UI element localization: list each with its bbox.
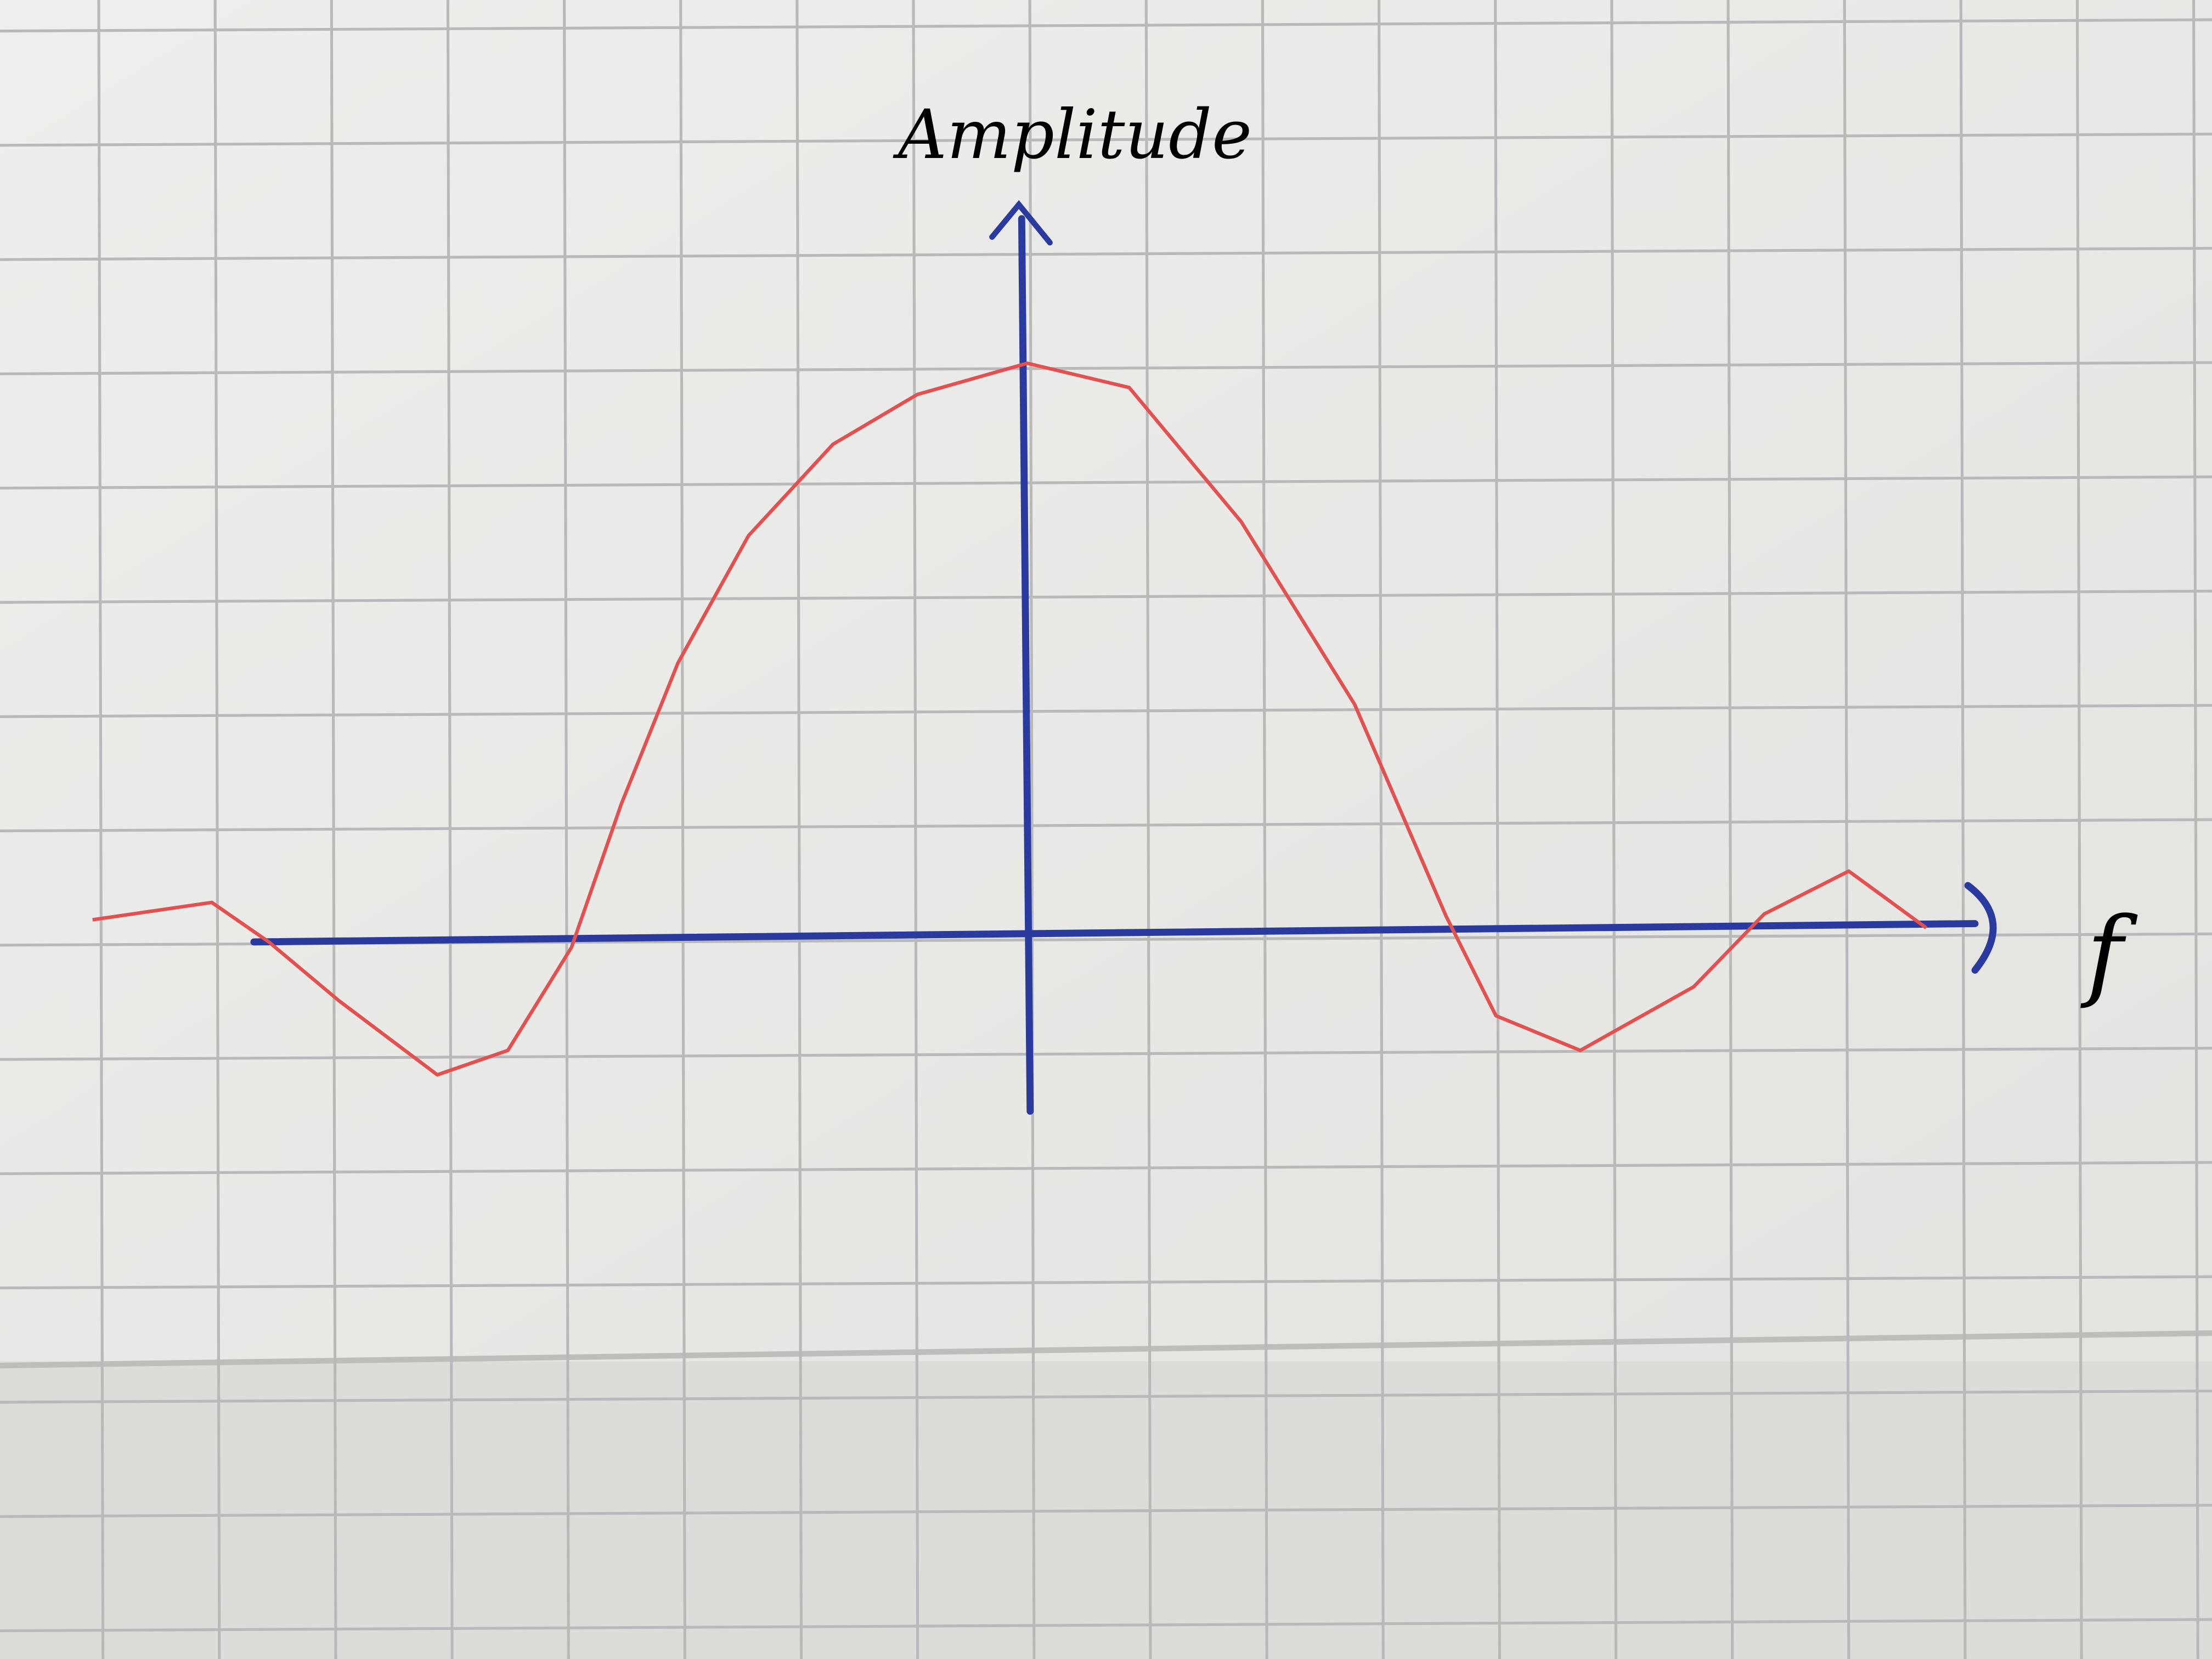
paper-line [0,475,2212,490]
paper-line [1843,0,1850,1659]
paper-line [0,589,2212,604]
paper-line [0,704,2212,718]
data-line [92,361,1927,1077]
paper-line [0,1389,2212,1404]
paper-line [0,18,2212,33]
paper-line [1261,0,1268,1659]
paper-line [1144,0,1152,1659]
y-axis-label: Amplitude [893,95,1252,174]
paper-line [0,1504,2212,1518]
paper-line [1610,0,1618,1659]
paper-line [0,1618,2212,1633]
paper-line [795,0,803,1659]
x-axis [250,920,1979,946]
paper-line [1726,0,1734,1659]
paper-line [1959,0,1967,1659]
x-axis-arrow [1964,882,1997,974]
paper-line [0,1161,2212,1175]
paper-line [2075,0,2083,1659]
paper-line [1378,0,1385,1659]
paper-line [2192,0,2199,1659]
paper-line [679,0,686,1659]
paper-line [1028,0,1036,1659]
paper-line [0,132,2212,147]
paper [0,0,2212,1362]
paper-line [563,0,570,1659]
y-axis [1018,215,1034,1115]
paper-line [1494,0,1501,1659]
paper-line [912,0,919,1659]
paper-line [0,247,2212,261]
paper-line [0,361,2212,375]
paper-line [0,1047,2212,1061]
paper-line [0,1275,2212,1290]
y-axis-arrow [989,200,1053,246]
paper-line [0,818,2212,833]
paper-edge [0,1330,2212,1369]
